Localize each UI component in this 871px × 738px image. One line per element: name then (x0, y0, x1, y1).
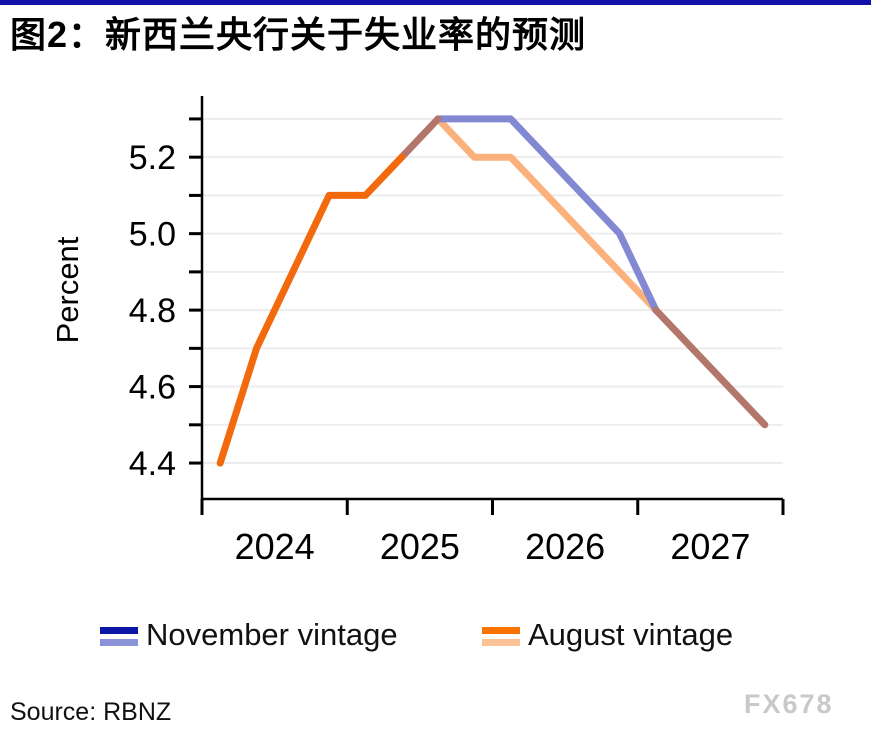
y-tick-label: 4.8 (129, 292, 176, 330)
y-tick-label: 5.0 (129, 216, 176, 254)
series-line-august-vintage (434, 115, 660, 314)
series-line-november-vintage (434, 115, 660, 314)
top-accent-bar (0, 0, 871, 5)
series-line-august-vintage (216, 153, 406, 467)
x-tick-label: 2027 (670, 526, 750, 567)
y-tick-label: 4.6 (129, 369, 176, 407)
series-line-august-vintage (652, 306, 769, 429)
y-axis-title: Percent (50, 236, 85, 343)
y-tick-label: 5.2 (129, 139, 176, 177)
source-note: Source: RBNZ (10, 698, 172, 726)
legend-november-forecast-swatch (100, 639, 138, 646)
legend-november-label: November vintage (146, 617, 398, 652)
legend-november-actual-swatch (100, 627, 138, 634)
legend-august-forecast-swatch (482, 639, 520, 646)
x-tick-label: 2026 (525, 526, 605, 567)
x-tick-label: 2024 (235, 526, 315, 567)
legend-august-actual-swatch (482, 627, 520, 634)
chart-title: 图2：新西兰央行关于失业率的预测 (10, 14, 587, 55)
legend-august-label: August vintage (528, 617, 734, 652)
x-tick-label: 2025 (380, 526, 460, 567)
y-tick-label: 4.4 (129, 445, 176, 483)
series-line-november-vintage (398, 115, 442, 161)
watermark: FX678 (744, 689, 834, 719)
